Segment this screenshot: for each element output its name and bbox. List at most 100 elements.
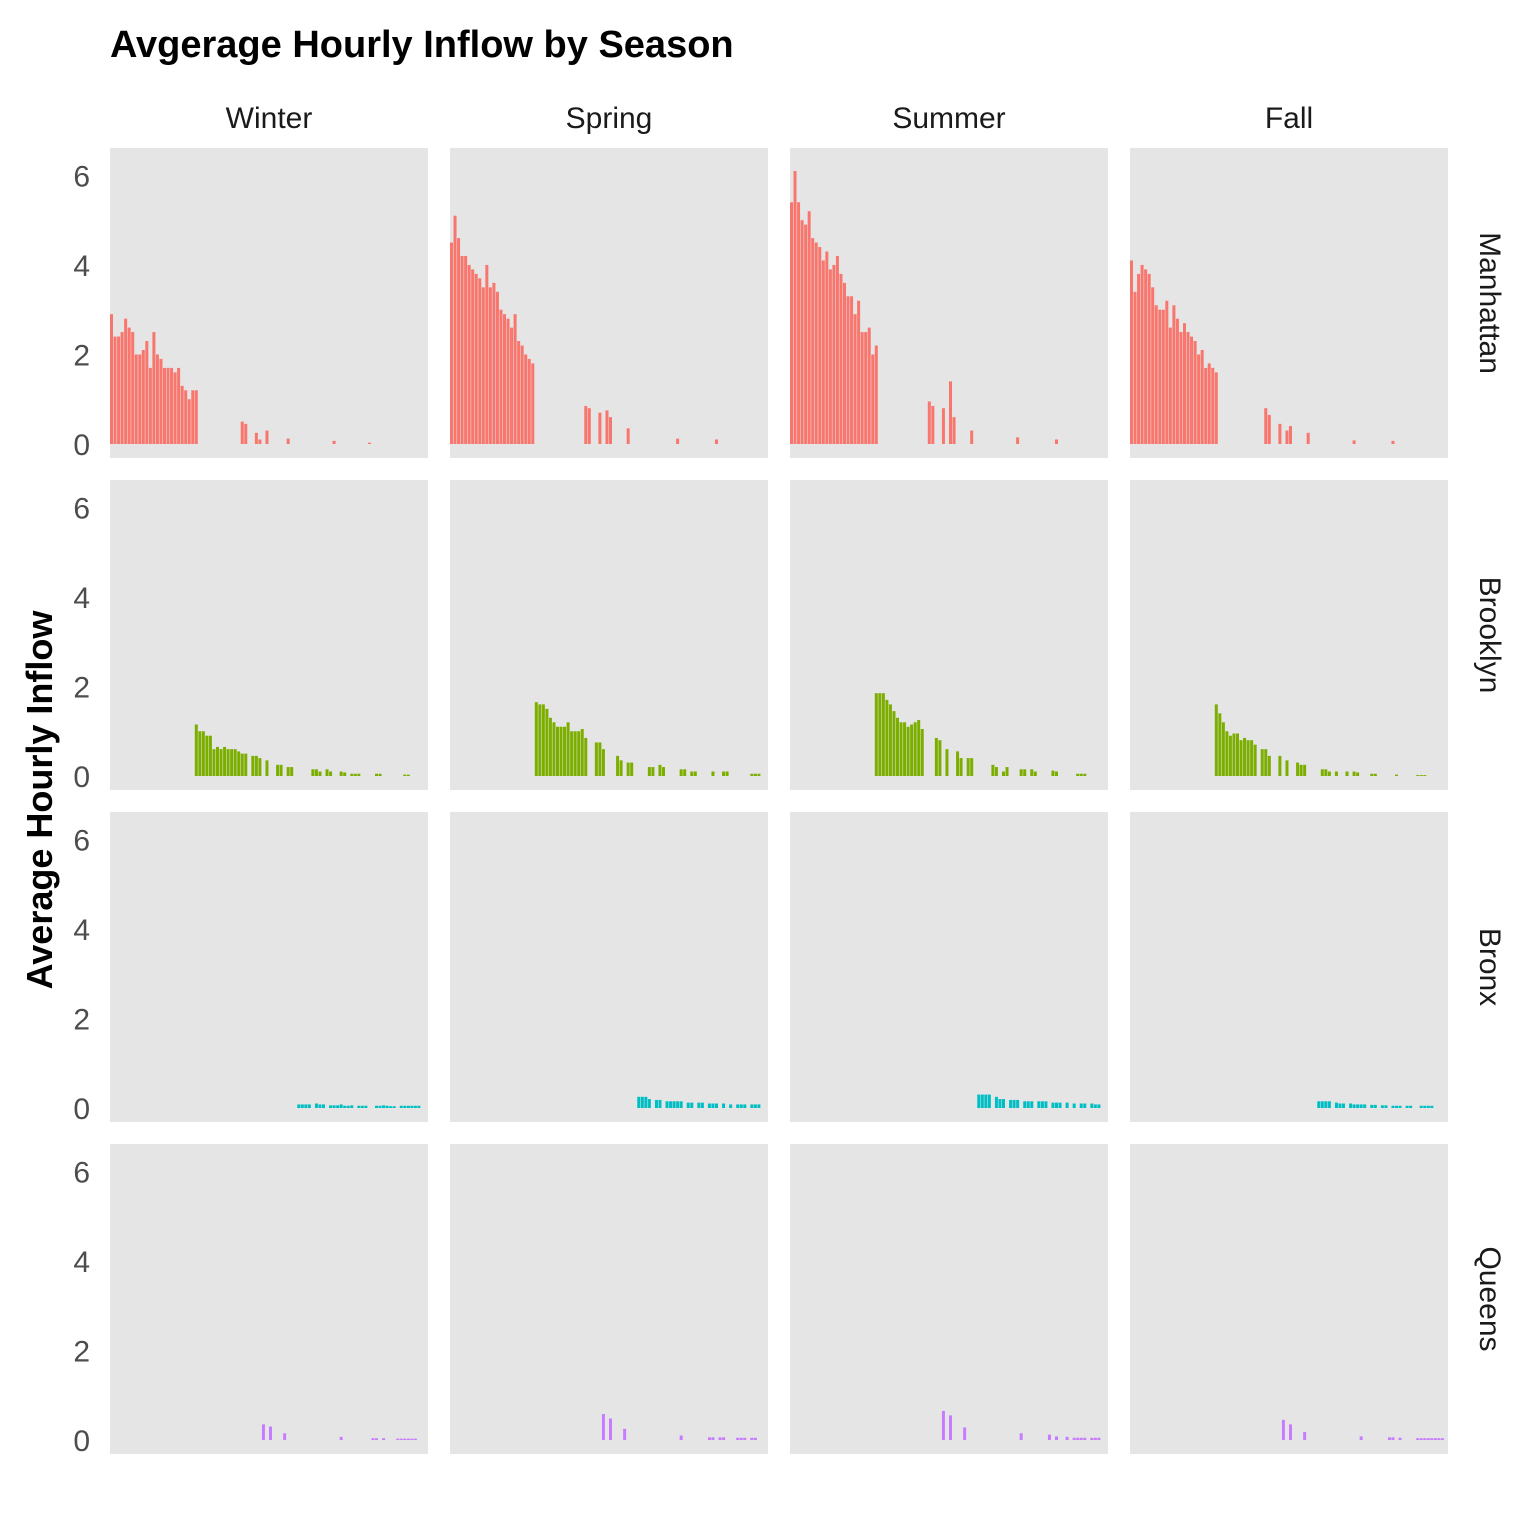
bar-manhattan-summer [828,269,832,444]
panel-queens-winter [110,1144,428,1454]
bar-bronx-fall [1338,1103,1342,1108]
bar-bronx-summer [1051,1102,1055,1108]
bar-brooklyn-spring [552,722,556,776]
bar-brooklyn-summer [881,693,885,776]
bar-bronx-winter [339,1104,343,1108]
bar-brooklyn-winter [198,731,202,776]
bar-manhattan-spring [598,412,602,444]
bar-manhattan-winter [113,336,117,444]
bar-brooklyn-fall [1264,749,1268,776]
bar-brooklyn-spring [750,773,754,776]
bar-brooklyn-fall [1260,749,1264,776]
bar-manhattan-summer [790,202,793,444]
bar-brooklyn-summer [994,767,998,776]
bar-brooklyn-fall [1250,740,1254,776]
bar-bronx-spring [654,1099,658,1108]
bar-manhattan-winter [258,439,262,444]
bar-bronx-spring [644,1096,648,1108]
bar-bronx-winter [297,1104,301,1108]
bar-manhattan-winter [134,354,138,444]
bar-bronx-spring [679,1101,683,1108]
bar-bronx-summer [1026,1101,1030,1108]
bar-brooklyn-spring [630,762,634,776]
bar-bronx-winter [357,1105,361,1108]
bar-brooklyn-summer [1079,773,1083,776]
bar-bronx-summer [1072,1103,1076,1108]
bar-brooklyn-winter [201,731,205,776]
bar-queens-summer [1097,1437,1101,1440]
bar-bronx-summer [984,1094,988,1108]
bar-bronx-summer [1037,1101,1041,1108]
bar-brooklyn-fall [1225,731,1229,776]
bar-manhattan-winter [240,421,244,444]
bar-manhattan-summer [867,327,871,444]
bar-manhattan-fall [1175,318,1179,444]
bar-manhattan-fall [1289,426,1292,444]
bar-brooklyn-fall [1303,764,1307,776]
panel-queens-fall [1130,1144,1448,1454]
bar-brooklyn-summer [945,749,949,776]
bar-brooklyn-winter [212,749,216,776]
bar-manhattan-fall [1207,363,1211,444]
bar-queens-winter [382,1438,386,1440]
bar-brooklyn-fall [1267,755,1271,776]
bar-brooklyn-spring [598,742,602,776]
bar-brooklyn-winter [350,773,354,776]
bar-brooklyn-fall [1395,774,1398,776]
bar-bronx-fall [1342,1103,1345,1108]
bar-manhattan-fall [1154,305,1158,444]
y-tick-label: 0 [73,1425,90,1458]
bar-manhattan-winter [170,367,174,444]
bar-bronx-fall [1370,1104,1374,1108]
bar-manhattan-winter [131,332,135,444]
bar-brooklyn-winter [240,753,244,776]
bar-queens-fall [1423,1438,1427,1440]
bar-brooklyn-spring [584,737,588,776]
bar-bronx-winter [350,1105,354,1108]
bar-brooklyn-fall [1345,771,1349,776]
bar-brooklyn-winter [258,758,262,776]
bar-bronx-spring [722,1103,726,1108]
bar-manhattan-summer [793,170,797,444]
bar-brooklyn-spring [601,749,605,776]
bar-queens-spring [711,1437,715,1440]
y-tick-label: 4 [73,1246,90,1279]
bar-brooklyn-winter [311,769,315,776]
bar-manhattan-winter [244,423,248,444]
bar-bronx-spring [697,1102,701,1108]
y-tick-label: 2 [73,671,90,704]
bar-brooklyn-spring [647,767,651,776]
bar-bronx-summer [1058,1102,1062,1108]
bar-brooklyn-fall [1370,773,1374,776]
y-tick-label: 2 [73,339,90,372]
bar-manhattan-summer [807,211,811,444]
bar-queens-spring [623,1428,627,1440]
bar-manhattan-winter [145,341,149,444]
bar-brooklyn-summer [934,737,938,776]
bar-manhattan-fall [1391,440,1395,444]
bar-manhattan-spring [481,287,485,444]
bar-manhattan-summer [931,405,935,444]
y-tick-label: 6 [73,160,90,193]
bar-brooklyn-spring [757,773,761,776]
bar-brooklyn-summer [959,758,963,776]
bar-brooklyn-spring [534,702,538,776]
bar-brooklyn-summer [899,722,903,776]
bar-queens-summer [1019,1433,1023,1440]
bar-manhattan-winter [194,390,198,444]
bar-brooklyn-fall [1285,760,1289,776]
bar-brooklyn-summer [991,764,995,776]
bar-manhattan-winter [138,354,142,444]
bar-manhattan-fall [1137,273,1141,444]
bar-brooklyn-winter [251,755,255,776]
bar-queens-summer [1079,1437,1083,1440]
bar-bronx-winter [385,1105,389,1108]
bar-bronx-winter [336,1105,340,1108]
bar-bronx-spring [757,1104,761,1108]
bar-manhattan-fall [1193,341,1197,444]
bar-manhattan-spring [510,327,514,444]
bar-brooklyn-summer [970,758,974,776]
bar-bronx-fall [1363,1104,1367,1108]
bar-bronx-spring [700,1102,704,1108]
bar-brooklyn-spring [545,708,549,776]
